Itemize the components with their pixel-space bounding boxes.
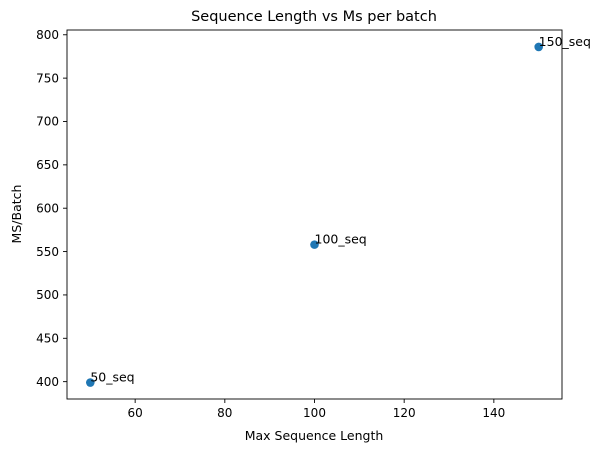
x-tick-label: 80 xyxy=(217,406,232,420)
point-annotation: 50_seq xyxy=(90,370,134,385)
y-tick-label: 600 xyxy=(36,201,59,215)
x-tick-label: 140 xyxy=(482,406,505,420)
ticks-layer: 60 80 100 120 140 400 450 500 550 600 650 700 750 800 xyxy=(36,28,505,420)
x-tick-label: 60 xyxy=(128,406,143,420)
y-axis-label: MS/Batch xyxy=(9,185,24,244)
plot-area-frame xyxy=(66,29,563,400)
x-axis-label: Max Sequence Length xyxy=(245,428,384,443)
y-tick-label: 500 xyxy=(36,288,59,302)
y-tick-label: 400 xyxy=(36,375,59,389)
point-annotation: 100_seq xyxy=(315,232,367,247)
y-tick-label: 750 xyxy=(36,71,59,85)
chart-title: Sequence Length vs Ms per batch xyxy=(191,9,437,25)
data-point xyxy=(310,240,319,249)
point-annotation: 150_seq xyxy=(539,34,591,49)
y-tick-label: 700 xyxy=(36,115,59,129)
y-tick-label: 650 xyxy=(36,158,59,172)
points-layer: 50_seq 100_seq 150_seq xyxy=(86,34,591,387)
data-point xyxy=(86,378,95,387)
y-tick-label: 800 xyxy=(36,28,59,42)
data-point xyxy=(534,42,543,52)
x-tick-label: 120 xyxy=(393,406,416,420)
y-tick-label: 550 xyxy=(36,245,59,259)
y-tick-label: 450 xyxy=(36,331,59,345)
x-tick-label: 100 xyxy=(303,406,326,420)
